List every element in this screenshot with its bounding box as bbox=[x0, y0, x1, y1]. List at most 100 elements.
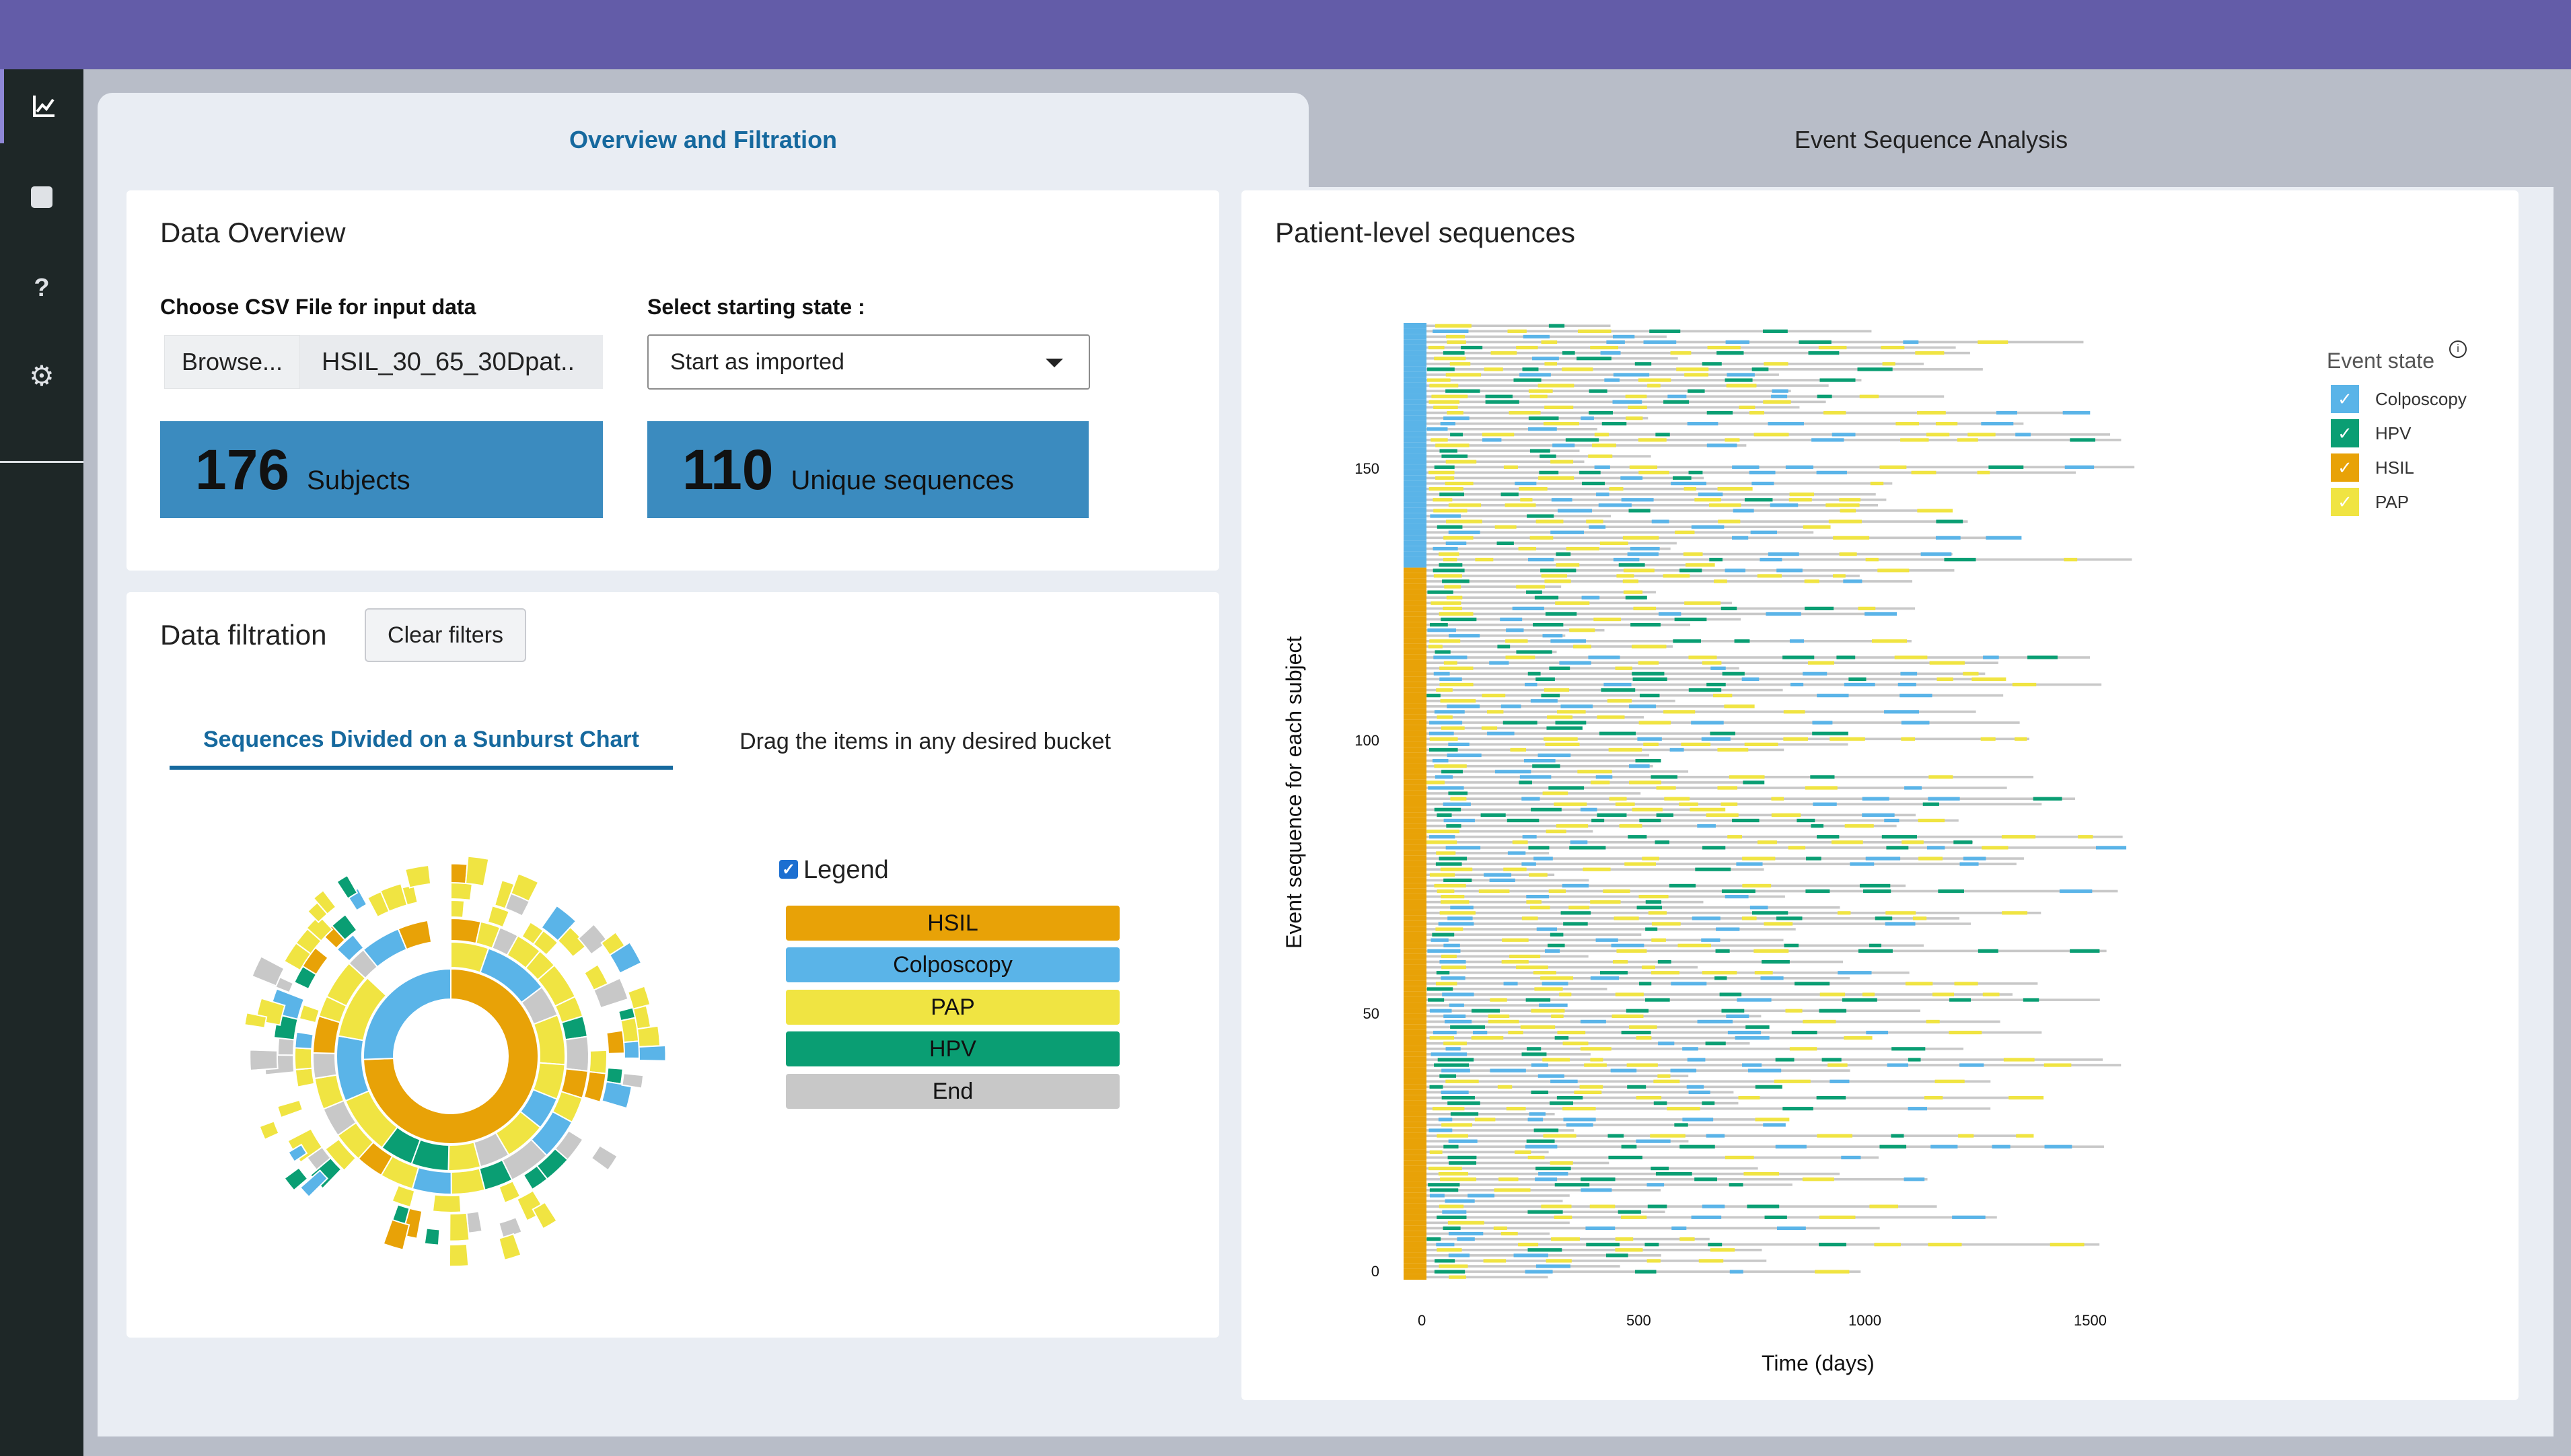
sequence-end-bar bbox=[1426, 1080, 1991, 1083]
start-state-bar bbox=[1404, 671, 1426, 677]
sidebar-item-help[interactable]: ? bbox=[0, 251, 83, 325]
start-state-bar bbox=[1404, 894, 1426, 900]
sunburst-segment bbox=[404, 864, 432, 889]
legend-checkbox[interactable]: ✓ bbox=[779, 860, 798, 879]
start-state-bar bbox=[1404, 785, 1426, 791]
event-bar bbox=[1429, 737, 1458, 741]
sequence-end-bar bbox=[1426, 683, 2102, 686]
question-icon: ? bbox=[34, 273, 50, 302]
event-bar bbox=[1627, 1085, 1646, 1089]
event-bar bbox=[1441, 894, 1465, 899]
event-bar bbox=[1635, 758, 1661, 763]
bucket-colposcopy[interactable]: Colposcopy bbox=[786, 947, 1120, 982]
bucket-hpv[interactable]: HPV bbox=[786, 1031, 1120, 1066]
event-bar bbox=[1811, 824, 1824, 828]
legend-checkbox-label: Legend bbox=[803, 856, 889, 884]
event-bar bbox=[1536, 927, 1558, 931]
sunburst-segment bbox=[330, 913, 358, 941]
legend-item-hpv[interactable]: ✓ HPV bbox=[2331, 419, 2411, 447]
event-bar bbox=[2015, 737, 2027, 741]
event-bar bbox=[1449, 1003, 1464, 1007]
legend-item-pap[interactable]: ✓ PAP bbox=[2331, 488, 2409, 516]
event-bar bbox=[1669, 748, 1684, 752]
info-icon[interactable]: i bbox=[2449, 340, 2467, 358]
start-state-bar bbox=[1404, 1040, 1426, 1046]
event-bar bbox=[1539, 470, 1559, 475]
event-bar bbox=[1954, 982, 1978, 986]
event-bar bbox=[1821, 1058, 1842, 1062]
chart-line-icon bbox=[33, 96, 55, 117]
start-state-bar bbox=[1404, 410, 1426, 416]
event-bar bbox=[1721, 889, 1755, 894]
event-bar bbox=[1482, 433, 1515, 437]
event-bar bbox=[1428, 748, 1458, 752]
sunburst-segment bbox=[312, 1052, 338, 1080]
event-bar bbox=[1568, 906, 1590, 910]
sunburst-segment bbox=[299, 1169, 329, 1198]
event-bar bbox=[1825, 503, 1860, 507]
event-bar bbox=[1604, 378, 1620, 382]
sunburst-segment bbox=[638, 1044, 667, 1062]
event-bar bbox=[1447, 753, 1482, 758]
event-bar bbox=[1726, 1014, 1749, 1018]
browse-button[interactable]: Browse... bbox=[164, 335, 300, 389]
sequence-end-bar bbox=[1426, 346, 1956, 349]
file-name-field[interactable]: HSIL_30_65_30Dpat.. bbox=[300, 335, 603, 389]
event-bar bbox=[1580, 1047, 1612, 1051]
start-state-bar bbox=[1404, 953, 1426, 959]
check-icon: ✓ bbox=[2331, 453, 2359, 482]
event-bar bbox=[1838, 971, 1872, 975]
bucket-hsil[interactable]: HSIL bbox=[786, 906, 1120, 941]
tab-drag-buckets[interactable]: Drag the items in any desired bucket bbox=[739, 728, 1111, 754]
event-bar bbox=[1429, 721, 1463, 725]
event-bar bbox=[1804, 579, 1819, 583]
sunburst-chart[interactable] bbox=[202, 828, 713, 1285]
event-bar bbox=[1597, 813, 1627, 817]
sequence-end-bar bbox=[1426, 536, 2020, 540]
sunburst-segment bbox=[532, 929, 559, 956]
event-bar bbox=[1875, 916, 1893, 920]
event-bar bbox=[1490, 998, 1507, 1002]
sidebar-item-charts[interactable] bbox=[0, 69, 83, 143]
start-state-bar bbox=[1404, 371, 1426, 377]
sidebar-item-data[interactable] bbox=[0, 160, 83, 234]
starting-state-select[interactable]: Start as imported bbox=[647, 334, 1090, 390]
start-state-bar bbox=[1404, 687, 1426, 693]
event-bar bbox=[1643, 340, 1677, 344]
event-bar bbox=[1426, 830, 1459, 834]
start-state-bar bbox=[1404, 589, 1426, 595]
event-bar bbox=[1634, 362, 1652, 366]
tab-sunburst[interactable]: Sequences Divided on a Sunburst Chart bbox=[170, 713, 673, 770]
event-bar bbox=[1450, 906, 1474, 910]
event-bar bbox=[1447, 410, 1463, 415]
tab-overview-filtration[interactable]: Overview and Filtration bbox=[98, 93, 1309, 187]
event-bar bbox=[1858, 606, 1876, 611]
event-bar bbox=[1607, 1134, 1624, 1138]
legend-item-hsil[interactable]: ✓ HSIL bbox=[2331, 453, 2414, 482]
event-bar bbox=[1823, 410, 1846, 415]
legend-item-colposcopy[interactable]: ✓ Colposcopy bbox=[2331, 385, 2467, 413]
bucket-pap[interactable]: PAP bbox=[786, 990, 1120, 1025]
sequence-end-bar bbox=[1426, 656, 2091, 659]
clear-filters-button[interactable]: Clear filters bbox=[365, 608, 526, 662]
event-bar bbox=[1751, 481, 1774, 486]
event-bar bbox=[1918, 857, 1943, 861]
event-bar bbox=[1643, 742, 1659, 746]
sequence-end-bar bbox=[1426, 1129, 1574, 1132]
event-bar bbox=[1483, 1259, 1507, 1263]
sidebar-item-settings[interactable]: ⚙ bbox=[0, 338, 83, 412]
event-bar bbox=[1488, 1014, 1510, 1018]
event-bar bbox=[1982, 846, 2008, 850]
event-bar bbox=[1538, 1172, 1568, 1176]
event-bar bbox=[1621, 1144, 1637, 1149]
event-bar bbox=[1608, 748, 1642, 752]
event-bar bbox=[1527, 1210, 1563, 1214]
event-bar bbox=[1565, 438, 1599, 442]
sequence-end-bar bbox=[1426, 384, 1829, 387]
event-bar bbox=[1928, 1243, 1962, 1247]
bucket-end[interactable]: End bbox=[786, 1074, 1120, 1109]
event-bar bbox=[1599, 731, 1636, 735]
event-bar bbox=[1884, 818, 1899, 823]
tab-event-sequence-analysis[interactable]: Event Sequence Analysis bbox=[1309, 93, 2554, 187]
event-bar bbox=[1529, 1112, 1546, 1116]
